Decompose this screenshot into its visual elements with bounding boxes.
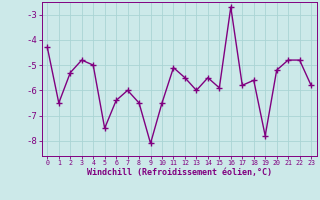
X-axis label: Windchill (Refroidissement éolien,°C): Windchill (Refroidissement éolien,°C) — [87, 168, 272, 177]
